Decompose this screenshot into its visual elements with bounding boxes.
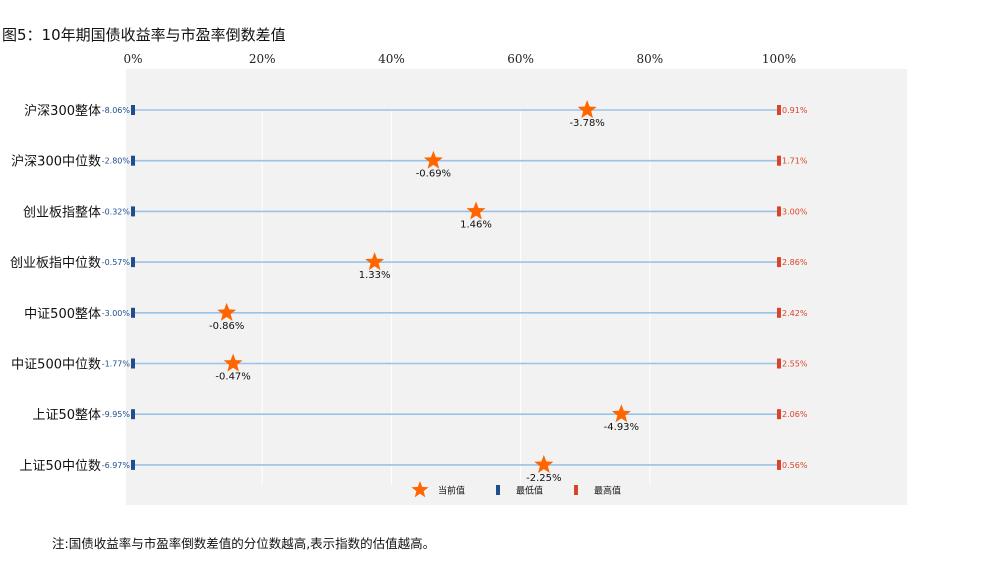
current-value-label: -3.78%	[569, 118, 604, 129]
min-marker	[131, 105, 135, 115]
max-value-label: 2.06%	[782, 410, 808, 419]
plot-background	[126, 69, 907, 505]
category-label: 上证50中位数	[19, 459, 101, 474]
max-marker	[777, 358, 781, 369]
chart-row: 创业板指整体 -0.32% 3.00% 1.46%	[23, 201, 808, 230]
min-value-label: -0.32%	[102, 207, 131, 216]
legend-label: 当前值	[438, 485, 465, 497]
chart-row: 上证50整体 -9.95% 2.06% -4.93%	[32, 404, 808, 433]
chart-rows: 沪深300整体 -8.06% 0.91% -3.78% 沪深300中位数 -2.80% 1.…	[10, 100, 808, 484]
max-value-label: 0.91%	[782, 106, 808, 115]
current-value-label: -0.47%	[215, 372, 250, 383]
grid-lines	[261, 109, 651, 485]
current-value-label: 1.33%	[359, 270, 391, 281]
max-value-label: 1.71%	[782, 157, 808, 166]
current-value-label: -4.93%	[604, 422, 639, 433]
min-value-label: -9.95%	[102, 410, 131, 419]
max-marker	[777, 257, 781, 268]
legend-label: 最高值	[594, 485, 621, 497]
max-marker	[777, 459, 781, 470]
min-marker	[131, 257, 135, 268]
min-marker	[131, 459, 135, 470]
x-tick-label: 100%	[762, 52, 796, 66]
category-label: 沪深300中位数	[11, 154, 101, 170]
max-marker	[777, 307, 781, 318]
category-label: 上证50整体	[32, 408, 101, 423]
max-marker	[777, 105, 781, 115]
legend: 当前值 最低值 最高值	[411, 481, 621, 498]
min-value-label: -8.06%	[102, 106, 131, 115]
current-star	[534, 454, 554, 473]
legend-marker-icon	[574, 485, 578, 495]
category-label: 创业板指中位数	[10, 256, 101, 271]
category-label: 中证500中位数	[11, 358, 101, 373]
current-star	[217, 302, 237, 321]
chart-row: 沪深300中位数 -2.80% 1.71% -0.69%	[11, 150, 808, 180]
max-value-label: 3.00%	[782, 207, 808, 216]
current-star	[223, 353, 243, 372]
min-marker	[131, 409, 135, 420]
max-marker	[777, 155, 781, 166]
min-value-label: -2.80%	[102, 157, 131, 166]
chart-row: 中证500整体 -3.00% 2.42% -0.86%	[24, 302, 808, 332]
figure-title: 图5：10年期国债收益率与市盈率倒数差值	[2, 26, 286, 44]
min-marker	[131, 206, 135, 217]
x-axis: 0% 20% 40% 60% 80% 100%	[123, 52, 796, 66]
current-value-label: -2.25%	[526, 473, 561, 484]
legend-label: 最低值	[516, 485, 543, 497]
legend-item: 最低值	[496, 485, 543, 497]
min-value-label: -1.77%	[102, 360, 131, 369]
chart-row: 上证50中位数 -6.97% 0.56% -2.25%	[19, 454, 808, 484]
legend-item: 最高值	[574, 485, 621, 497]
min-value-label: -6.97%	[102, 461, 131, 470]
current-star	[466, 201, 486, 220]
x-tick-label: 20%	[249, 52, 276, 66]
current-star	[365, 252, 385, 271]
current-value-label: -0.69%	[416, 169, 451, 180]
min-marker	[131, 155, 135, 166]
current-star	[423, 150, 443, 169]
min-marker	[131, 358, 135, 369]
current-value-label: -0.86%	[209, 321, 244, 332]
min-value-label: -3.00%	[102, 309, 131, 318]
max-value-label: 2.55%	[782, 360, 808, 369]
chart-row: 中证500中位数 -1.77% 2.55% -0.47%	[11, 353, 808, 383]
x-tick-label: 60%	[507, 52, 534, 66]
figure-note: 注:国债收益率与市盈率倒数差值的分位数越高,表示指数的估值越高。	[52, 536, 436, 551]
chart-row: 创业板指中位数 -0.57% 2.86% 1.33%	[10, 252, 808, 281]
category-label: 中证500整体	[24, 307, 101, 322]
legend-star-icon	[411, 481, 429, 498]
x-tick-label: 40%	[378, 52, 405, 66]
chart-row: 沪深300整体 -8.06% 0.91% -3.78%	[24, 100, 808, 129]
max-marker	[777, 206, 781, 217]
legend-item: 当前值	[411, 481, 465, 498]
min-marker	[131, 307, 135, 318]
x-tick-label: 80%	[636, 52, 663, 66]
current-star	[577, 100, 597, 119]
max-value-label: 2.86%	[782, 258, 808, 267]
max-value-label: 2.42%	[782, 309, 808, 318]
max-marker	[777, 409, 781, 420]
x-tick-label: 0%	[123, 52, 142, 66]
min-value-label: -0.57%	[102, 258, 131, 267]
max-value-label: 0.56%	[782, 461, 808, 470]
category-label: 沪深300整体	[24, 103, 101, 119]
current-star	[611, 404, 631, 423]
legend-marker-icon	[496, 485, 500, 495]
category-label: 创业板指整体	[23, 205, 101, 220]
current-value-label: 1.46%	[460, 219, 492, 230]
